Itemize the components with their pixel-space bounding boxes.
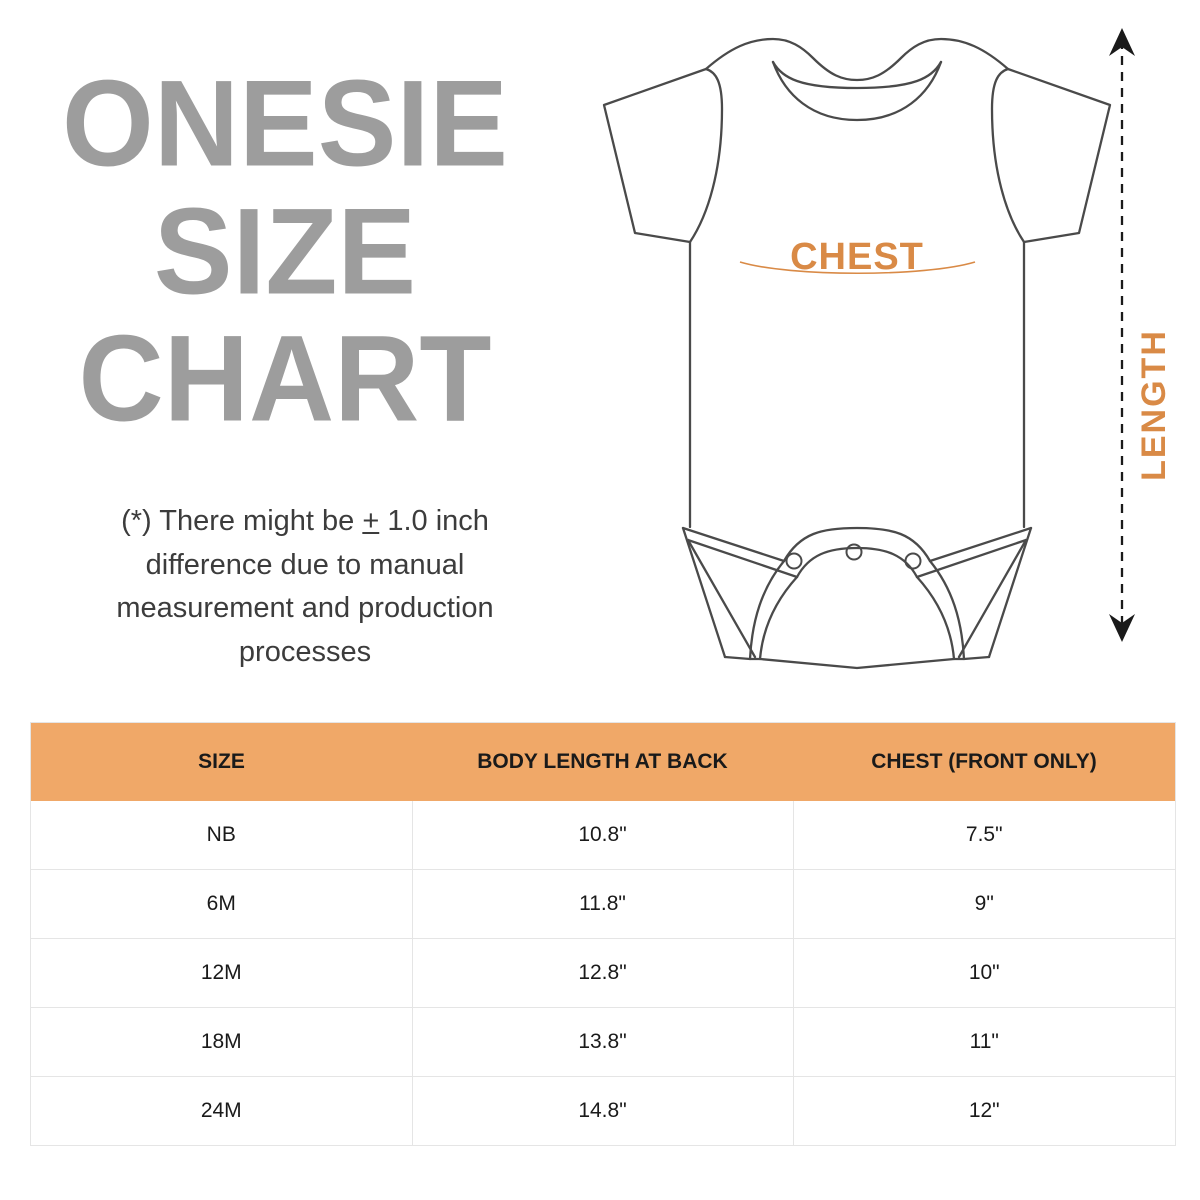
svg-text:CHEST: CHEST	[790, 236, 924, 278]
svg-text:LENGTH: LENGTH	[1135, 329, 1173, 481]
